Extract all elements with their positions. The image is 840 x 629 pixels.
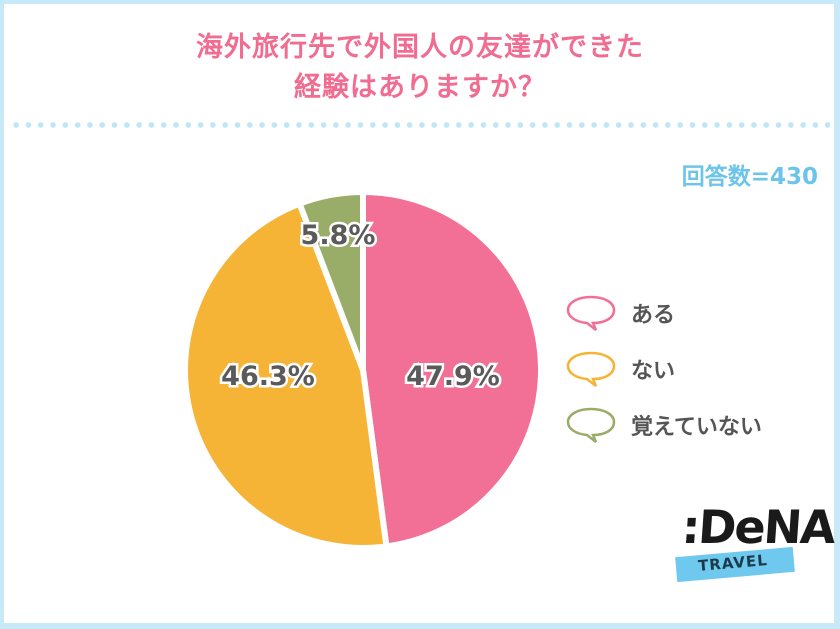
legend-item-oboete: 覚えていない: [565, 397, 762, 453]
speech-bubble-icon: [566, 407, 616, 443]
legend-label: ない: [631, 359, 676, 384]
slice-aru: [360, 189, 544, 550]
title-line-1: 海外旅行先で外国人の友達ができた: [196, 32, 644, 63]
legend-item-nai: ない: [565, 341, 762, 397]
legend: ある ない 覚えていない: [565, 285, 762, 453]
legend-label: ある: [631, 303, 676, 328]
dotted-divider: [10, 121, 830, 129]
speech-bubble-icon: [566, 351, 616, 387]
legend-label: 覚えていない: [631, 415, 762, 440]
slice-nai: [182, 200, 390, 551]
slice-label-oboete: 5.8%: [301, 220, 376, 251]
speech-bubble-icon: [566, 295, 616, 331]
chart-title: 海外旅行先で外国人の友達ができた 経験はありますか？: [0, 28, 840, 108]
legend-item-aru: ある: [565, 285, 762, 341]
slice-label-nai: 46.3%: [221, 361, 315, 392]
title-line-2: 経験はありますか？: [294, 72, 546, 103]
dena-travel-logo: :DeNA TRAVEL: [675, 500, 836, 590]
slice-oboete: [296, 189, 366, 373]
respondent-count: 回答数=430: [681, 164, 818, 190]
slice-label-aru: 47.9%: [406, 361, 500, 392]
logo-brand: :DeNA: [680, 500, 836, 554]
